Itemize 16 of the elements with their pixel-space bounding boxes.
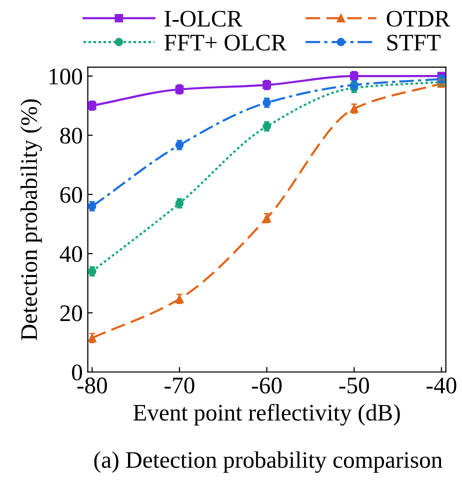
y-tick-label: 60 [60,186,82,203]
y-tick-label: 100 [50,68,82,84]
text: (a) Detection probability comparison [94,451,442,473]
y-tick-label: 80 [60,128,82,144]
y-axis-title: Detection probability (%) [20,99,42,340]
x-tick-label: -70 [164,378,194,394]
x-tick-label: -60 [252,378,282,394]
x-tick-label: -50 [339,378,369,394]
legend-label: I-OLCR [164,10,242,27]
y-tick-label: 40 [60,246,82,262]
legend-label: OTDR [386,10,450,27]
legend-label: STFT [387,34,441,51]
x-tick-label: -40 [426,378,456,394]
y-tick-label: 20 [60,305,82,322]
x-axis-title: Event point reflectivity (dB) [133,404,400,426]
legend-label: FFT+ OLCR [164,34,287,51]
